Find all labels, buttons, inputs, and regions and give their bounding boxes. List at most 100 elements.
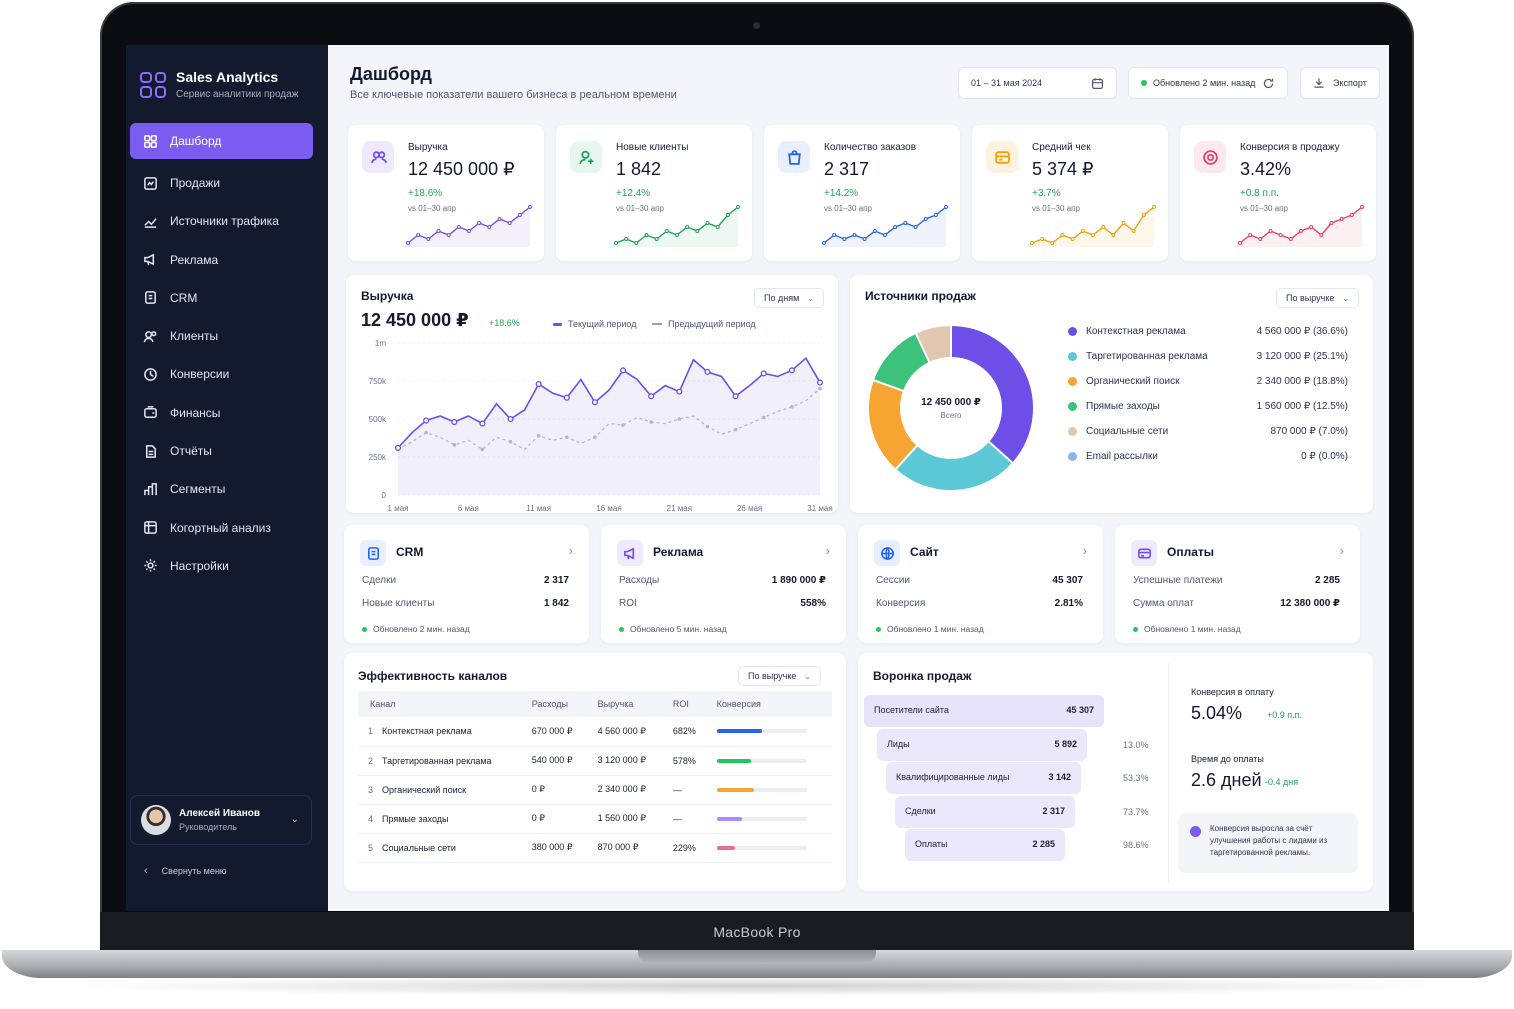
table-row[interactable]: 1 Контекстная реклама 670 000 ₽4 560 000 ₽… [358,717,832,747]
brand[interactable]: Sales Analytics Сервис аналитики продаж [140,69,298,100]
legend-current[interactable]: Текущий период [553,319,636,329]
kpi-comparison: vs 01–30 апр [824,204,872,213]
sparkline-point [634,241,639,245]
funnel-step[interactable]: Квалифицированные лиды 3 142 [886,762,1081,794]
legend-item[interactable]: Таргетированная реклама 3 120 000 ₽ (25.1… [1068,351,1348,362]
sidebar-item-5[interactable]: Клиенты [130,318,313,354]
table-row[interactable]: 2 Таргетированная реклама 540 000 ₽3 120 0… [358,746,832,776]
chevron-right-icon[interactable]: › [1082,543,1087,558]
kpi-label: Новые клиенты [616,142,689,153]
system-card[interactable]: CRM › Сделки 2 317 Новые клиенты 1 842 Обновле… [344,525,589,643]
sources-select-value: По выручке [1286,293,1335,303]
legend-item[interactable]: Контекстная реклама 4 560 000 ₽ (36.6%) [1068,326,1348,337]
metric-value: 45 307 [1052,575,1083,586]
sparkline-point [1339,217,1344,221]
funnel-step-rate: 53.3% [1123,773,1149,783]
table-row[interactable]: 5 Социальные сети 380 000 ₽870 000 ₽229% [358,833,832,863]
chevron-right-icon[interactable]: › [568,543,573,558]
kpi-user-add-icon [570,141,602,173]
sidebar-item-label: Сегменты [170,482,226,497]
sidebar-item-6[interactable]: Конверсии [130,356,313,392]
sidebar-item-9[interactable]: Сегменты [130,471,313,507]
user-card[interactable]: Алексей Иванов Руководитель ⌄ [130,795,312,845]
donut-center-value: 12 450 000 ₽ [921,397,981,408]
legend-item[interactable]: Email рассылки 0 ₽ (0.0%) [1068,451,1348,462]
collapse-menu-label: Свернуть меню [161,866,227,876]
kpi-sparkline [822,205,948,247]
kpi-card[interactable]: Выручка 12 450 000 ₽ +18.6% vs 01–30 апр [348,125,544,261]
sparkline-point [467,229,471,233]
funnel-step[interactable]: Сделки 2 317 [895,795,1075,828]
legend-dot [1068,352,1077,361]
sidebar-item-1[interactable]: Продажи [130,165,313,201]
kpi-comparison: vs 01–30 апр [408,204,456,213]
kpi-card[interactable]: Конверсия в продажу 3.42% +0.8 п.п. vs 01–3… [1180,125,1376,261]
sparkline-point [1319,233,1324,237]
sources-select[interactable]: По выручке ⌄ [1276,288,1360,308]
revenue-line-chart: 0 250k 500k 750k 1m 1 мая 6 мая 11 мая 16 мая 21 … [369,339,833,513]
download-icon [1314,78,1324,88]
metric-value: 12 380 000 ₽ [1280,598,1340,609]
legend-item[interactable]: Социальные сети 870 000 ₽ (7.0%) [1068,426,1348,437]
revenue-period-select[interactable]: По дням ⌄ [754,288,824,308]
sidebar-item-10[interactable]: Когортный анализ [130,510,313,546]
x-tick-label: 31 мая [807,504,832,513]
current-point [394,444,402,451]
conversion-bar-fill [716,816,742,821]
table-row[interactable]: 3 Органический поиск 0 ₽2 340 000 ₽ — [358,775,832,805]
conversion-bar [716,787,807,792]
channels-table: Канал Расходы Выручка ROI Конверсия 1 Кон… [358,691,832,863]
sidebar-item-7[interactable]: Финансы [130,395,313,431]
megaphone-icon [617,540,643,566]
laptop-shadow [60,976,1454,996]
sparkline-point [664,229,669,233]
sidebar-item-3[interactable]: Реклама [130,242,313,278]
current-point [676,388,683,395]
current-point [788,367,795,374]
status-dot [362,626,367,632]
chevron-right-icon[interactable]: › [1339,543,1344,558]
system-metric: ROI 558% [619,598,826,609]
row-number: 4 [358,804,378,834]
funnel-step[interactable]: Посетители сайта 45 307 [864,695,1104,727]
sidebar-item-4[interactable]: CRM [130,280,313,316]
funnel-step[interactable]: Лиды 5 892 [877,728,1087,761]
kpi-value: 2 317 [824,159,870,179]
sparkline-point [685,225,690,229]
kpi-card[interactable]: Новые клиенты 1 842 +12.4% vs 01–30 апр [556,125,752,261]
channels-select[interactable]: По выручке ⌄ [738,666,822,686]
collapse-menu-button[interactable]: ‹ Свернуть меню [144,865,227,877]
sidebar-item-2[interactable]: Источники трафика [130,203,313,239]
date-range-picker[interactable]: 01 – 31 мая 2024 [958,67,1117,99]
export-button[interactable]: Экспорт [1300,67,1380,99]
system-card[interactable]: Оплаты › Успешные платежи 2 285 Сумма оплат 1… [1115,525,1360,643]
chevron-down-icon[interactable]: ⌄ [290,814,299,825]
sidebar-item-11[interactable]: Настройки [130,548,313,584]
funnel-step-value: 45 307 [1066,705,1094,715]
sidebar-item-8[interactable]: Отчёты [130,433,313,469]
chevron-right-icon[interactable]: › [825,543,830,558]
system-card[interactable]: Сайт › Сессии 45 307 Конверсия 2.81% Обновлено… [858,525,1103,643]
sparkline-point [842,237,847,241]
legend-current-swatch [553,322,562,326]
system-card[interactable]: Реклама › Расходы 1 890 000 ₽ ROI 558% Обновле… [601,525,846,643]
current-point [620,367,627,374]
camera-dot [753,22,760,29]
funnel-step[interactable]: Оплаты 2 285 [905,829,1065,861]
channel-revenue: 3 120 000 ₽ [585,746,661,776]
refresh-status-button[interactable]: Обновлено 2 мин. назад [1128,67,1288,99]
kpi-card[interactable]: Количество заказов 2 317 +14.2% vs 01–30 ап… [764,125,960,261]
sidebar-item-0[interactable]: Дашборд [130,123,313,159]
legend-previous[interactable]: Предыдущий период [652,319,756,329]
kpi-card[interactable]: Средний чек 5 374 ₽ +3.7% vs 01–30 апр [972,125,1168,261]
current-point [423,417,430,424]
sparkline-point [1030,241,1034,245]
legend-value: 4 560 000 ₽ (36.6%) [1256,326,1348,337]
brand-subtitle: Сервис аналитики продаж [176,89,299,100]
legend-item[interactable]: Органический поиск 2 340 000 ₽ (18.8%) [1068,376,1348,387]
chart-box-icon [142,175,158,191]
legend-item[interactable]: Прямые заходы 1 560 000 ₽ (12.5%) [1068,401,1348,412]
sparkline-point [1288,237,1293,241]
legend-label: Email рассылки [1086,451,1158,462]
table-row[interactable]: 4 Прямые заходы 0 ₽1 560 000 ₽ — [358,804,832,834]
